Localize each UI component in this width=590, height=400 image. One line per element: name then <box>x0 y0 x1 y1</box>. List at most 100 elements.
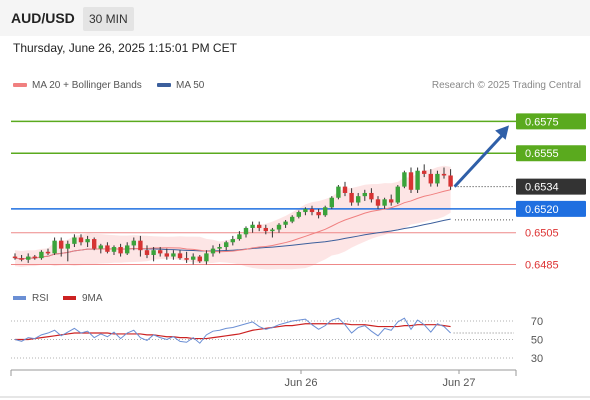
candle-body <box>441 173 447 176</box>
candle-body <box>52 240 57 254</box>
credit-text: Research © 2025 Trading Central <box>431 80 581 91</box>
level-label-0.6505: 0.6505 <box>525 228 559 240</box>
rsi-tick-50: 50 <box>531 335 543 347</box>
forecast-arrow-shaft <box>453 133 505 188</box>
candle-body <box>45 251 51 254</box>
level-label-0.6575: 0.6575 <box>525 116 559 128</box>
rsi-ma-label: 9MA <box>82 293 103 304</box>
timestamp: Thursday, June 26, 2025 1:15:01 PM CET <box>13 41 237 55</box>
candle-body <box>237 234 242 240</box>
candle-body <box>435 173 440 184</box>
candle-body <box>78 237 84 243</box>
candle-body <box>323 207 328 216</box>
candle-body <box>125 245 130 254</box>
candle-body <box>197 256 202 262</box>
candle-body <box>138 240 143 251</box>
candle-body <box>204 253 209 262</box>
symbol-title: AUD/USD <box>11 10 75 26</box>
candle-body <box>402 172 407 187</box>
candle-body <box>422 170 427 174</box>
candle-body <box>184 258 189 260</box>
candle-body <box>408 172 414 190</box>
rsi-ma-swatch <box>63 296 76 301</box>
forecast-arrow-head <box>495 125 509 140</box>
candle-body <box>171 253 176 257</box>
candle-body <box>217 247 222 249</box>
candle-body <box>382 199 387 206</box>
last-price-label: 0.6534 <box>525 182 559 194</box>
candle-body <box>296 212 301 217</box>
candle-body <box>72 237 77 244</box>
candle-body <box>177 253 183 259</box>
candle-body <box>342 186 348 193</box>
candle-body <box>369 192 374 200</box>
candle-body <box>85 239 90 243</box>
rsi-ma-line <box>15 323 451 341</box>
candle-body <box>448 175 453 187</box>
candle-body <box>158 250 163 254</box>
level-label-0.6485: 0.6485 <box>525 260 559 272</box>
rsi-tick-70: 70 <box>531 316 543 328</box>
bollinger-band <box>15 165 451 270</box>
last-price-tag <box>516 178 586 195</box>
candle-body <box>349 192 354 203</box>
level-tag-0.6575 <box>516 113 586 130</box>
candle-body <box>395 186 400 203</box>
rsi-swatch <box>13 296 26 301</box>
candle-body <box>375 199 381 206</box>
candle-body <box>389 199 394 203</box>
candle-body <box>336 186 341 198</box>
header-bar: AUD/USD 30 MIN <box>0 0 590 36</box>
level-label-0.6555: 0.6555 <box>525 148 559 160</box>
candle-body <box>270 229 275 232</box>
candle-body <box>276 224 282 230</box>
ma20-line <box>14 189 451 260</box>
level-tag-0.6520 <box>516 200 586 217</box>
candle-body <box>283 221 288 225</box>
ma50-swatch <box>157 83 171 88</box>
candle-body <box>428 173 433 184</box>
rsi-label: RSI <box>32 293 49 304</box>
candle-body <box>316 212 321 216</box>
candle-body <box>65 243 70 249</box>
candle-body <box>243 227 249 235</box>
candle-body <box>362 192 367 197</box>
candle-body <box>191 256 196 260</box>
candle-body <box>415 170 420 190</box>
candle-body <box>250 224 255 228</box>
legend-rsi-ma: 9MA <box>63 293 103 304</box>
candle-body <box>303 208 308 213</box>
candle-body <box>26 256 31 260</box>
candle-body <box>92 239 97 249</box>
candle-body <box>257 224 262 228</box>
candle-body <box>39 251 44 259</box>
candle-body <box>164 253 169 257</box>
level-label-0.6520: 0.6520 <box>525 204 559 216</box>
rsi-line <box>14 317 451 344</box>
candle-body <box>290 216 295 222</box>
candle-body <box>32 256 37 259</box>
ma20-swatch <box>13 83 27 88</box>
ma50-label: MA 50 <box>176 80 205 91</box>
x-tick-label-0: Jun 26 <box>284 377 317 389</box>
candle-body <box>230 239 235 243</box>
candle-body <box>309 208 315 213</box>
candle-body <box>59 240 64 249</box>
candle-body <box>118 247 123 254</box>
legend-ma20: MA 20 + Bollinger Bands <box>13 80 142 91</box>
timeframe-button[interactable]: 30 MIN <box>83 7 134 31</box>
candle-body <box>356 196 361 203</box>
candle-body <box>329 197 334 208</box>
rsi-tick-30: 30 <box>531 353 543 365</box>
candle-body <box>105 245 110 252</box>
candle-body <box>111 247 117 252</box>
ma20-label: MA 20 + Bollinger Bands <box>32 80 142 91</box>
x-tick-label-1: Jun 27 <box>442 377 475 389</box>
candle-body <box>151 250 156 255</box>
legend-ma50: MA 50 <box>157 80 204 91</box>
candle-body <box>210 248 216 254</box>
level-tag-0.6555 <box>516 145 586 162</box>
candle-body <box>263 227 268 232</box>
candle-body <box>131 240 136 246</box>
